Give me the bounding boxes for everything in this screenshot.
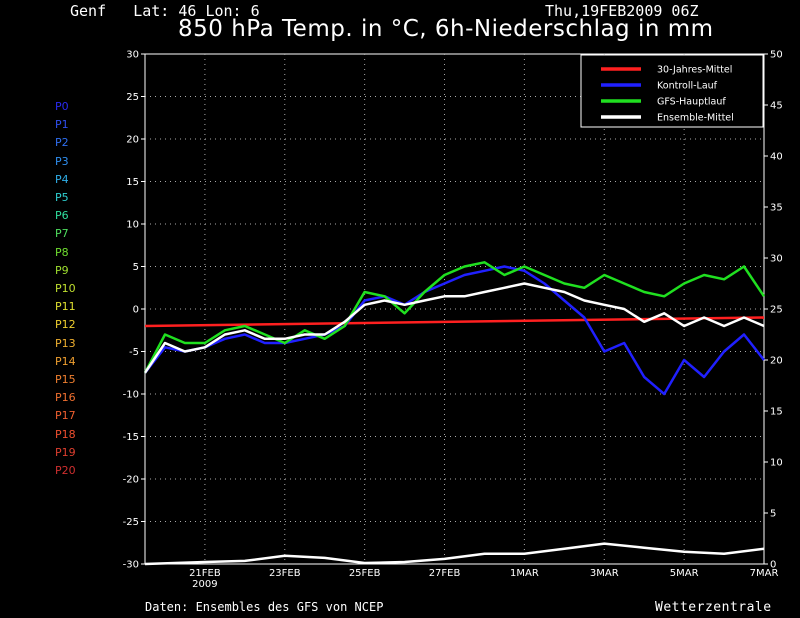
member-label-p19: P19 xyxy=(55,445,76,459)
member-label-p17: P17 xyxy=(55,409,76,423)
member-label-p14: P14 xyxy=(55,354,76,368)
chart-title: 850 hPa Temp. in °C, 6h-Niederschlag in … xyxy=(178,16,714,42)
member-label-p1: P1 xyxy=(55,118,69,132)
y-left-tick-label: 25 xyxy=(126,92,139,103)
y-left-tick-label: -10 xyxy=(123,390,139,401)
legend-entry-label: Kontroll-Lauf xyxy=(657,81,718,92)
member-label-p3: P3 xyxy=(55,154,69,168)
y-right-tick-label: 40 xyxy=(770,152,783,163)
x-tick-label: 25FEB xyxy=(349,568,381,579)
member-label-p9: P9 xyxy=(55,263,69,277)
y-left-tick-label: 30 xyxy=(126,50,139,61)
x-tick-label: 7MAR xyxy=(750,568,779,579)
brand-label: Wetterzentrale xyxy=(655,600,772,615)
y-left-tick-label: -30 xyxy=(123,560,139,571)
y-left-tick-label: -15 xyxy=(123,432,139,443)
y-right-tick-label: 0 xyxy=(770,560,776,571)
x-tick-label: 27FEB xyxy=(429,568,461,579)
member-label-p15: P15 xyxy=(55,373,76,386)
member-label-p5: P5 xyxy=(55,191,69,204)
y-left-tick-label: 20 xyxy=(126,135,139,146)
legend-entry-label: Ensemble-Mittel xyxy=(657,113,734,124)
y-left-tick-label: -20 xyxy=(123,475,139,486)
x-tick-label: 5MAR xyxy=(670,568,699,579)
y-right-tick-label: 15 xyxy=(770,407,783,418)
series-line-ensemble-mittel xyxy=(143,282,765,374)
series-line-ensemble-mittel-niederschlag xyxy=(144,542,765,566)
y-right-tick-label: 35 xyxy=(770,203,783,214)
member-label-p6: P6 xyxy=(55,209,69,223)
member-label-p16: P16 xyxy=(55,391,76,405)
x-tick-label: 1MAR xyxy=(510,568,539,579)
member-label-p18: P18 xyxy=(55,427,76,441)
legend-entry-label: GFS-Hauptlauf xyxy=(657,97,726,108)
x-tick-label: 21FEB xyxy=(189,568,221,579)
y-right-tick-label: 25 xyxy=(770,305,783,316)
member-label-p10: P10 xyxy=(55,282,76,295)
x-tick-label: 23FEB xyxy=(269,568,301,579)
y-left-tick-label: 10 xyxy=(126,220,139,231)
member-label-p2: P2 xyxy=(55,136,69,150)
legend-box xyxy=(580,54,764,128)
y-right-tick-label: 20 xyxy=(770,356,783,367)
series-line-30-jahres-mittel xyxy=(144,316,765,328)
plot-frame xyxy=(144,53,765,565)
member-label-p8: P8 xyxy=(55,245,69,259)
data-source-label: Daten: Ensembles des GFS von NCEP xyxy=(145,600,384,614)
series-line-kontroll-lauf xyxy=(144,265,765,396)
location-label: Genf Lat: 46 Lon: 6 xyxy=(70,2,260,20)
series-line-gfs-hauptlauf xyxy=(143,261,766,374)
member-label-p11: P11 xyxy=(55,300,76,314)
y-right-tick-label: 5 xyxy=(770,509,776,520)
member-label-p4: P4 xyxy=(55,172,69,186)
member-label-p20: P20 xyxy=(55,464,76,477)
y-left-tick-label: 15 xyxy=(126,177,139,188)
y-left-tick-label: -25 xyxy=(123,517,139,528)
y-right-tick-label: 10 xyxy=(770,458,783,469)
member-label-p12: P12 xyxy=(55,318,76,332)
member-label-p7: P7 xyxy=(55,227,69,241)
member-label-p13: P13 xyxy=(55,336,76,350)
y-right-tick-label: 45 xyxy=(770,101,783,112)
y-left-tick-label: 0 xyxy=(133,305,139,316)
legend-entry-label: 30-Jahres-Mittel xyxy=(657,65,732,76)
y-right-tick-label: 50 xyxy=(770,50,783,61)
x-tick-label: 3MAR xyxy=(590,568,619,579)
y-left-tick-label: 5 xyxy=(133,262,139,273)
x-tick-sublabel: 2009 xyxy=(192,579,217,590)
y-left-tick-label: -5 xyxy=(129,347,139,358)
member-label-p0: P0 xyxy=(55,100,69,113)
run-time-label: Thu,19FEB2009 06Z xyxy=(545,2,699,20)
y-right-tick-label: 30 xyxy=(770,254,783,265)
